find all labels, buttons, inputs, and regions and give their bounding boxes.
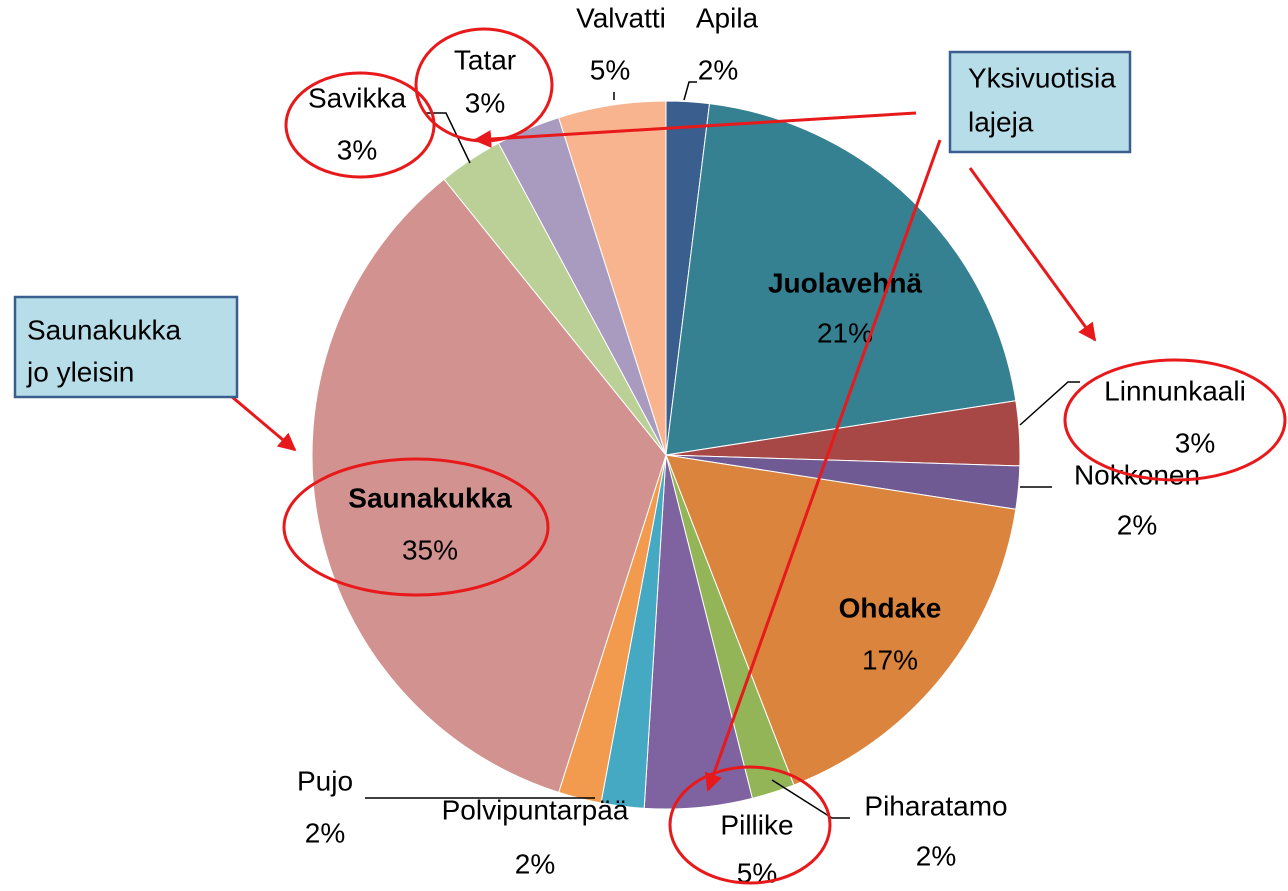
leader-line: [683, 81, 697, 101]
arrow: [473, 111, 917, 148]
arrow: [968, 167, 1097, 342]
value-label: 2%: [305, 817, 345, 848]
highlight-ellipse: [284, 71, 436, 179]
value-label: 35%: [402, 534, 458, 565]
slice-label: Juolavehnä: [768, 267, 922, 298]
annotation-box: [13, 295, 239, 399]
pie: [311, 100, 1021, 810]
slice-label: Apila: [696, 2, 759, 33]
annotation-box: [948, 50, 1132, 154]
slice-label: Saunakukka: [348, 482, 512, 513]
slice-label: Piharatamo: [864, 790, 1007, 821]
slice-label: Nokkonen: [1074, 459, 1200, 490]
annotation-text: Saunakukka: [27, 314, 182, 345]
value-label: 2%: [515, 848, 555, 879]
leader-line: [1019, 381, 1080, 426]
annotation-text: jo yleisin: [26, 356, 134, 387]
highlight-ellipse: [1063, 358, 1287, 482]
value-label: 17%: [862, 644, 918, 675]
slice-label: Savikka: [308, 82, 406, 113]
slice-label: Polvipuntarpää: [442, 794, 629, 825]
value-label: 3%: [1175, 427, 1215, 458]
slice-label: Ohdake: [839, 592, 942, 623]
pie-slice: [665, 103, 1017, 456]
slice-label: Pujo: [297, 765, 353, 796]
value-label: 2%: [916, 840, 956, 871]
leader-lines: [365, 81, 1080, 819]
annotation-text: Yksivuotisia: [968, 62, 1116, 93]
pie-slice: [665, 454, 1017, 786]
leader-line: [771, 779, 850, 819]
highlight-ellipse: [668, 765, 832, 885]
highlight-ellipse: [282, 457, 550, 597]
value-label: 3%: [465, 87, 505, 118]
value-label: 21%: [817, 317, 873, 348]
arrow: [704, 139, 942, 792]
annotation-text: lajeja: [968, 106, 1034, 137]
value-label: 5%: [590, 54, 630, 85]
slice-label: Tatar: [454, 44, 516, 75]
pie-slice: [311, 178, 667, 793]
pie-slice: [558, 100, 667, 456]
slice-label: Valvatti: [576, 2, 666, 33]
value-label: 2%: [1117, 509, 1157, 540]
slice-label: Pillike: [720, 809, 793, 840]
value-label: 3%: [337, 134, 377, 165]
labels: Apila2%Juolavehnä21%Linnunkaali3%Nokkone…: [297, 2, 1246, 888]
slice-label: Linnunkaali: [1104, 375, 1246, 406]
value-label: 2%: [698, 54, 738, 85]
